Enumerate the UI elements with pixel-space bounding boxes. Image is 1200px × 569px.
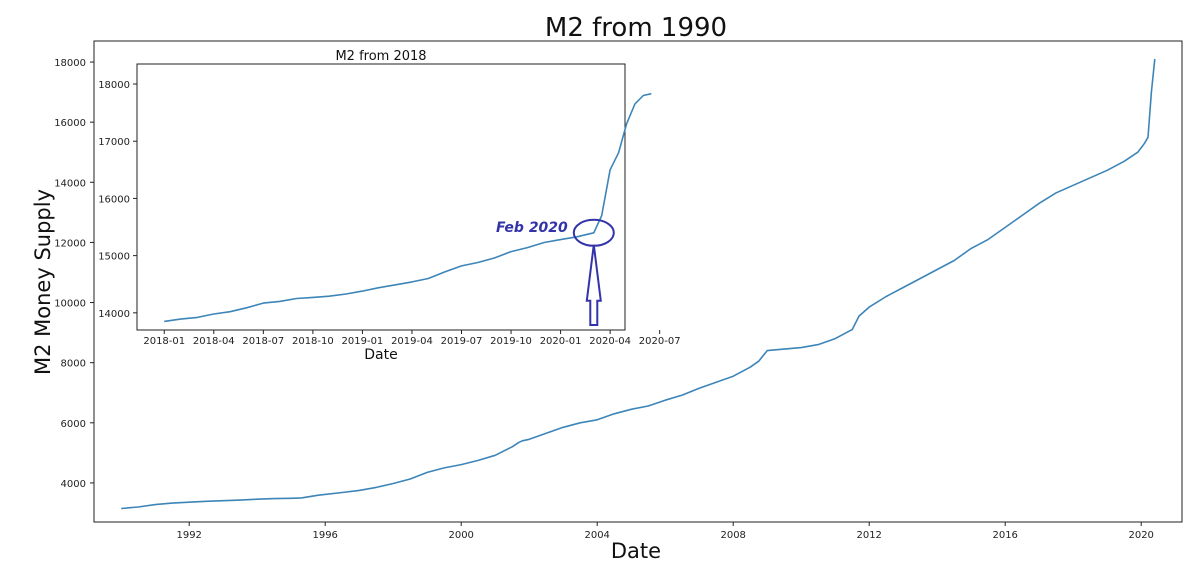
inset-x-tick-label: 2020-07 bbox=[639, 336, 681, 347]
main-x-tick-label: 2016 bbox=[992, 530, 1017, 541]
inset-x-tick-label: 2019-10 bbox=[490, 336, 532, 347]
main-y-tick-label: 14000 bbox=[54, 178, 86, 189]
inset-x-tick-label: 2020-04 bbox=[589, 336, 631, 347]
inset-x-tick-label: 2020-01 bbox=[540, 336, 582, 347]
main-y-axis-label: M2 Money Supply bbox=[31, 189, 55, 375]
main-plot-frame bbox=[93, 40, 1183, 523]
main-chart: M2 from 1990 1992 1996 2000 2004 2008 2012 201… bbox=[31, 13, 1183, 563]
main-y-tick-label: 12000 bbox=[54, 238, 86, 249]
main-y-tick-label: 4000 bbox=[61, 479, 86, 490]
inset-y-tick-label: 17000 bbox=[98, 137, 130, 148]
annotation-arrow bbox=[585, 244, 602, 326]
inset-x-tick-label: 2018-10 bbox=[292, 336, 334, 347]
inset-chart: M2 from 2018 2018-01 2018-04 2018-07 2018-1… bbox=[98, 49, 680, 363]
main-y-tick-label: 8000 bbox=[61, 359, 86, 370]
inset-x-tick-label: 2018-01 bbox=[143, 336, 185, 347]
inset-y-tick-label: 16000 bbox=[98, 194, 130, 205]
main-x-tick-label: 2008 bbox=[720, 530, 745, 541]
main-y-tick-label: 16000 bbox=[54, 118, 86, 129]
main-y-tick-label: 18000 bbox=[54, 58, 86, 69]
inset-x-tick-label: 2019-01 bbox=[342, 336, 384, 347]
main-x-tick-label: 1992 bbox=[176, 530, 201, 541]
main-chart-title: M2 from 1990 bbox=[545, 13, 727, 43]
inset-x-axis-label: Date bbox=[364, 347, 397, 363]
inset-x-tick-label: 2019-07 bbox=[441, 336, 483, 347]
inset-series-line bbox=[164, 92, 652, 323]
main-x-tick-label: 1996 bbox=[312, 530, 337, 541]
inset-plot-frame bbox=[136, 63, 626, 331]
inset-x-axis: 2018-01 2018-04 2018-07 2018-10 2019-01 2019-… bbox=[143, 330, 681, 347]
main-y-axis: 4000 6000 8000 10000 12000 14000 16000 18000 bbox=[54, 58, 94, 490]
inset-chart-title: M2 from 2018 bbox=[335, 49, 426, 64]
main-y-tick-label: 6000 bbox=[61, 419, 86, 430]
main-x-tick-label: 2012 bbox=[856, 530, 881, 541]
inset-y-tick-label: 15000 bbox=[98, 252, 130, 263]
main-x-axis-label: Date bbox=[611, 539, 661, 563]
main-y-tick-label: 10000 bbox=[54, 299, 86, 310]
inset-x-tick-label: 2019-04 bbox=[391, 336, 433, 347]
main-x-tick-label: 2004 bbox=[584, 530, 609, 541]
annotation-label: Feb 2020 bbox=[496, 220, 568, 236]
main-x-tick-label: 2020 bbox=[1128, 530, 1153, 541]
inset-y-tick-label: 18000 bbox=[98, 80, 130, 91]
main-series-line bbox=[121, 58, 1156, 510]
inset-background bbox=[137, 64, 625, 330]
inset-y-tick-label: 14000 bbox=[98, 309, 130, 320]
inset-x-tick-label: 2018-07 bbox=[242, 336, 284, 347]
main-x-tick-label: 2000 bbox=[448, 530, 473, 541]
inset-x-tick-label: 2018-04 bbox=[193, 336, 235, 347]
main-x-axis: 1992 1996 2000 2004 2008 2012 2016 2020 bbox=[176, 522, 1154, 541]
inset-y-axis: 14000 15000 16000 17000 18000 bbox=[98, 80, 137, 320]
